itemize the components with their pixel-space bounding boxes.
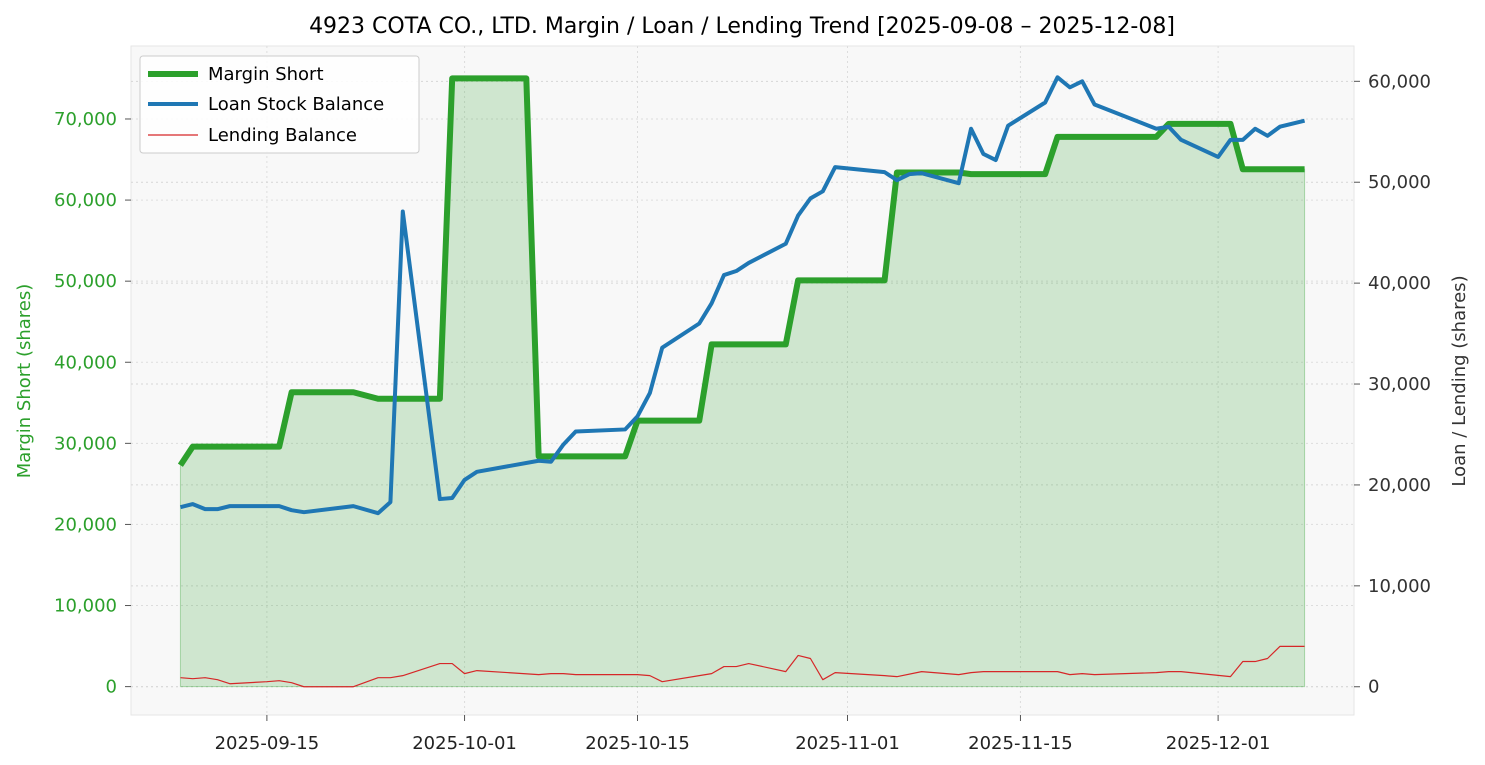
legend: Margin Short Loan Stock Balance Lending … [139,55,420,154]
y-left-tick-label: 60,000 [54,190,117,211]
loan-stock-balance-line [179,75,1306,516]
x-tick-label: 2025-11-15 [968,733,1073,754]
y-right-tick-label: 0 [1368,677,1379,698]
y-right-tick-label: 60,000 [1368,71,1431,92]
plot-area [130,45,1355,716]
y-right-tick-label: 30,000 [1368,374,1431,395]
margin-short-line [177,75,1305,467]
y-axis-right: 0 10,000 20,000 30,000 40,000 50,000 60,000 [1354,71,1431,698]
legend-label-lending-balance: Lending Balance [208,125,357,146]
y-axis-left-label: Margin Short (shares) [14,284,35,479]
x-tick-label: 2025-09-15 [215,733,320,754]
series-lines [177,75,1306,688]
lending-balance-line [180,645,1305,688]
x-tick-label: 2025-10-01 [412,733,517,754]
legend-label-margin-short: Margin Short [208,64,324,85]
y-left-tick-label: 40,000 [54,352,117,373]
legend-label-loan-stock-balance: Loan Stock Balance [208,94,384,115]
x-tick-label: 2025-11-01 [795,733,900,754]
legend-box [139,55,420,154]
y-right-tick-label: 10,000 [1368,576,1431,597]
chart-title: 4923 COTA CO., LTD. Margin / Loan / Lend… [309,14,1175,39]
y-right-tick-label: 20,000 [1368,475,1431,496]
y-right-tick-label: 40,000 [1368,273,1431,294]
x-axis: 2025-09-15 2025-10-01 2025-10-15 2025-11-01… [215,715,1271,754]
y-right-tick-label: 50,000 [1368,172,1431,193]
y-left-tick-label: 50,000 [54,271,117,292]
y-axis-left: 0 10,000 20,000 30,000 40,000 50,000 60,000 70,… [54,109,131,698]
x-tick-label: 2025-10-15 [585,733,690,754]
y-left-tick-label: 30,000 [54,433,117,454]
y-left-tick-label: 10,000 [54,596,117,617]
y-axis-right-label: Loan / Lending (shares) [1449,275,1470,486]
gridlines [131,46,1354,715]
y-left-tick-label: 20,000 [54,514,117,535]
x-tick-label: 2025-12-01 [1166,733,1271,754]
y-left-tick-label: 0 [106,677,117,698]
y-left-tick-label: 70,000 [54,109,117,130]
